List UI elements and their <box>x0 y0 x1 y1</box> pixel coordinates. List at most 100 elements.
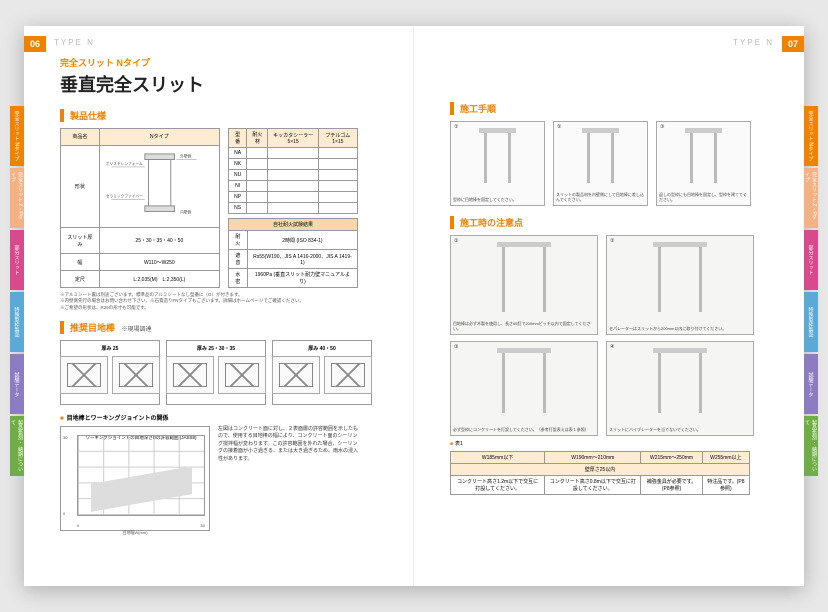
right-side-tabs: 完全スリット Nタイプ 完全スリット Z・Pタイプ 部分スリット 特殊型枠製品 … <box>804 106 818 476</box>
spec-r2c2: W110〜W250 <box>99 254 219 271</box>
table1-title: ■表1 <box>450 440 768 447</box>
spec-notes: アルミシート裏は別途ございます。標準品のアルミシートなし型番に（G）が付きます。… <box>60 292 377 311</box>
caution-1: ① 目地棒は必ず木製を使用し、長さ65釘で200mmピッチ以内で固定してください… <box>450 235 598 335</box>
procedure-row: ① 型枠に目地棒を固定してください。 ② スリットの製品材を内壁側にして目地棒に… <box>450 121 768 206</box>
joint-box-25: 厚み 25 <box>60 340 160 405</box>
t1-c3: 補強金具が必要です。(P8参照) <box>641 476 702 495</box>
proc-1: ① 型枠に目地棒を固定してください。 <box>450 121 545 206</box>
joint-box-30: 厚み 25・30・35 <box>166 340 266 405</box>
t1-c1: コンクリート高さ1.2m以下で交互に打設してください。 <box>451 476 545 495</box>
tab-partial-r[interactable]: 部分スリット <box>804 230 818 290</box>
section-joint-sub: ※現場調達 <box>122 327 152 333</box>
mat-h2: 耐火材 <box>247 129 268 148</box>
chart-note: 左図はコンクリート面に対し、２表面層の許容範囲を示したもので、使用する目地棒の幅… <box>218 426 358 464</box>
spec-row: 商品名Nタイプ 形状 ポリスチレンフォーム 外壁側 セラミックファイバー 内壁側 <box>60 128 377 288</box>
material-table: 型番 耐火材 キッカタシーラー 5×15 ブチルゴム 1×15 NA NK NU… <box>228 128 358 214</box>
svg-text:外壁側: 外壁側 <box>180 153 191 158</box>
catalog-spread: 完全スリット Nタイプ 完全スリット Z・Pタイプ 部分スリット 特殊型枠製品 … <box>24 26 804 586</box>
tab-info-r[interactable]: 製品色別・ 納期について <box>804 416 818 476</box>
tab-special[interactable]: 特殊型枠製品 <box>10 292 24 352</box>
mat-r1: NK <box>229 159 247 170</box>
mat-r2: NU <box>229 170 247 181</box>
page-number-left: 06 <box>24 36 46 52</box>
tab-zp-type-r[interactable]: 完全スリット Z・Pタイプ <box>804 168 818 228</box>
fire-r2c2: Rs55(W190、JIS A 1416-2000、JIS A 1419-1) <box>247 250 357 269</box>
section-caution: 施工時の注意点 <box>450 216 768 229</box>
t1-h4: W255mm以上 <box>702 452 749 464</box>
type-label-right: TYPE N <box>733 38 774 47</box>
left-side-tabs: 完全スリット Nタイプ 完全スリット Z・Pタイプ 部分スリット 特殊型枠製品 … <box>10 106 24 476</box>
t1-span: 壁厚さ25以内 <box>451 464 750 476</box>
xlabel: 目地幅W(mm) <box>122 530 147 536</box>
fire-table: 自社耐火試験結果 耐火2時間 (ISO 834-1) 遮音Rs55(W190、J… <box>228 218 358 288</box>
caution-3-cap: 必ず型枠にコンクリートを打設してください。（参考打設表えは表１参照） <box>453 428 595 433</box>
spec-r1c2: 25・30・35・40・50 <box>99 227 219 254</box>
mat-h3: キッカタシーラー 5×15 <box>268 129 318 148</box>
tab-partial[interactable]: 部分スリット <box>10 230 24 290</box>
caution-3: ③ 必ず型枠にコンクリートを打設してください。（参考打設表えは表１参照） <box>450 341 598 436</box>
xtick-50: 50 <box>201 523 205 528</box>
tab-info[interactable]: 製品色別・ 納期について <box>10 416 24 476</box>
t1-c4: 特注品です。(P8参照) <box>702 476 749 495</box>
caution-4: ④ スリットにバイブレーターを当てないでください。 <box>606 341 754 436</box>
chart-band <box>91 467 192 512</box>
fire-r2c1: 遮音 <box>229 250 248 269</box>
fire-r3c2: 1960Pa (垂直スリット耐力壁マニュアルより) <box>247 269 357 288</box>
mat-h1: 型番 <box>229 129 247 148</box>
mat-h4: ブチルゴム 1×15 <box>318 129 357 148</box>
mat-r5: NS <box>229 203 247 214</box>
proc-3-num: ③ <box>660 124 664 130</box>
spec-r3c2: L:2,035(M) L:2,350(L) <box>99 271 219 288</box>
table1: W185mm以下 W190mm〜210mm W215mm〜250mm W255m… <box>450 451 750 495</box>
tab-zp-type[interactable]: 完全スリット Z・Pタイプ <box>10 168 24 228</box>
chart-grid <box>77 435 205 516</box>
tab-data[interactable]: 試験データ <box>10 354 24 414</box>
proc-2-num: ② <box>557 124 561 130</box>
mat-r4: NP <box>229 192 247 203</box>
t1-h3: W215mm〜250mm <box>641 452 702 464</box>
proc-2: ② スリットの製品材を内壁側にして目地棒に差し込んでください。 <box>553 121 648 206</box>
caution-1-num: ① <box>454 238 458 244</box>
caution-4-num: ④ <box>610 344 614 350</box>
svg-text:セラミックファイバー: セラミックファイバー <box>106 193 143 198</box>
chart-area: ワーキングジョイントの目地深さDの許容範囲 (JASS8) 30 0 0 50 … <box>60 426 377 531</box>
tab-n-type-r[interactable]: 完全スリット Nタイプ <box>804 106 818 166</box>
joint-title-3: 厚み 40・50 <box>308 345 336 352</box>
fire-r3c1: 水密 <box>229 269 248 288</box>
mat-fire-col: 型番 耐火材 キッカタシーラー 5×15 ブチルゴム 1×15 NA NK NU… <box>228 128 358 288</box>
ytick-30: 30 <box>63 435 67 440</box>
mat-r0: NA <box>229 148 247 159</box>
caution-3-num: ③ <box>454 344 458 350</box>
page-07: 07 TYPE N 施工手順 ① 型枠に目地棒を固定してください。 ② スリット… <box>414 26 804 586</box>
joint-title-2: 厚み 25・30・35 <box>197 345 235 352</box>
spec-diagram: ポリスチレンフォーム 外壁側 セラミックファイバー 内壁側 <box>99 145 219 227</box>
proc-1-num: ① <box>454 124 458 130</box>
page-number-right: 07 <box>782 36 804 52</box>
tab-data-r[interactable]: 試験データ <box>804 354 818 414</box>
svg-text:ポリスチレンフォーム: ポリスチレンフォーム <box>106 161 143 166</box>
spec-r1c1: スリット厚み <box>61 227 100 254</box>
subhead-relation: ■目地棒とワーキングジョイントの関係 <box>60 413 377 422</box>
proc-3: ③ 返しの型枠にも目地棒を固定し、型枠を建ててください。 <box>656 121 751 206</box>
mat-r3: NI <box>229 181 247 192</box>
fire-header: 自社耐火試験結果 <box>229 219 358 231</box>
caution-2-num: ② <box>610 238 614 244</box>
caution-1-cap: 目地棒は必ず木製を使用し、長さ65釘で200mmピッチ以内で固定してください。 <box>453 322 595 332</box>
joint-box-40: 厚み 40・50 <box>272 340 372 405</box>
section-procedure: 施工手順 <box>450 102 768 115</box>
page-06: 06 TYPE N 完全スリット Nタイプ 垂直完全スリット 製品仕様 商品名N… <box>24 26 414 586</box>
joint-row: 厚み 25 厚み 25・30・35 厚み 40・50 <box>60 340 377 405</box>
t1-c2: コンクリート高さ0.8m以下で交互に打設してください。 <box>545 476 641 495</box>
spec-r3c1: 定尺 <box>61 271 100 288</box>
spec-h2: Nタイプ <box>99 129 219 146</box>
chart-box: ワーキングジョイントの目地深さDの許容範囲 (JASS8) 30 0 0 50 … <box>60 426 210 531</box>
caution-4-cap: スリットにバイブレーターを当てないでください。 <box>609 428 751 433</box>
proc-3-cap: 返しの型枠にも目地棒を固定し、型枠を建ててください。 <box>659 193 748 203</box>
spec-r2c1: 幅 <box>61 254 100 271</box>
type-label-left: TYPE N <box>54 38 95 47</box>
spec-h1: 商品名 <box>61 129 100 146</box>
svg-text:内壁側: 内壁側 <box>180 209 191 214</box>
tab-special-r[interactable]: 特殊型枠製品 <box>804 292 818 352</box>
tab-n-type[interactable]: 完全スリット Nタイプ <box>10 106 24 166</box>
xtick-0: 0 <box>77 523 79 528</box>
